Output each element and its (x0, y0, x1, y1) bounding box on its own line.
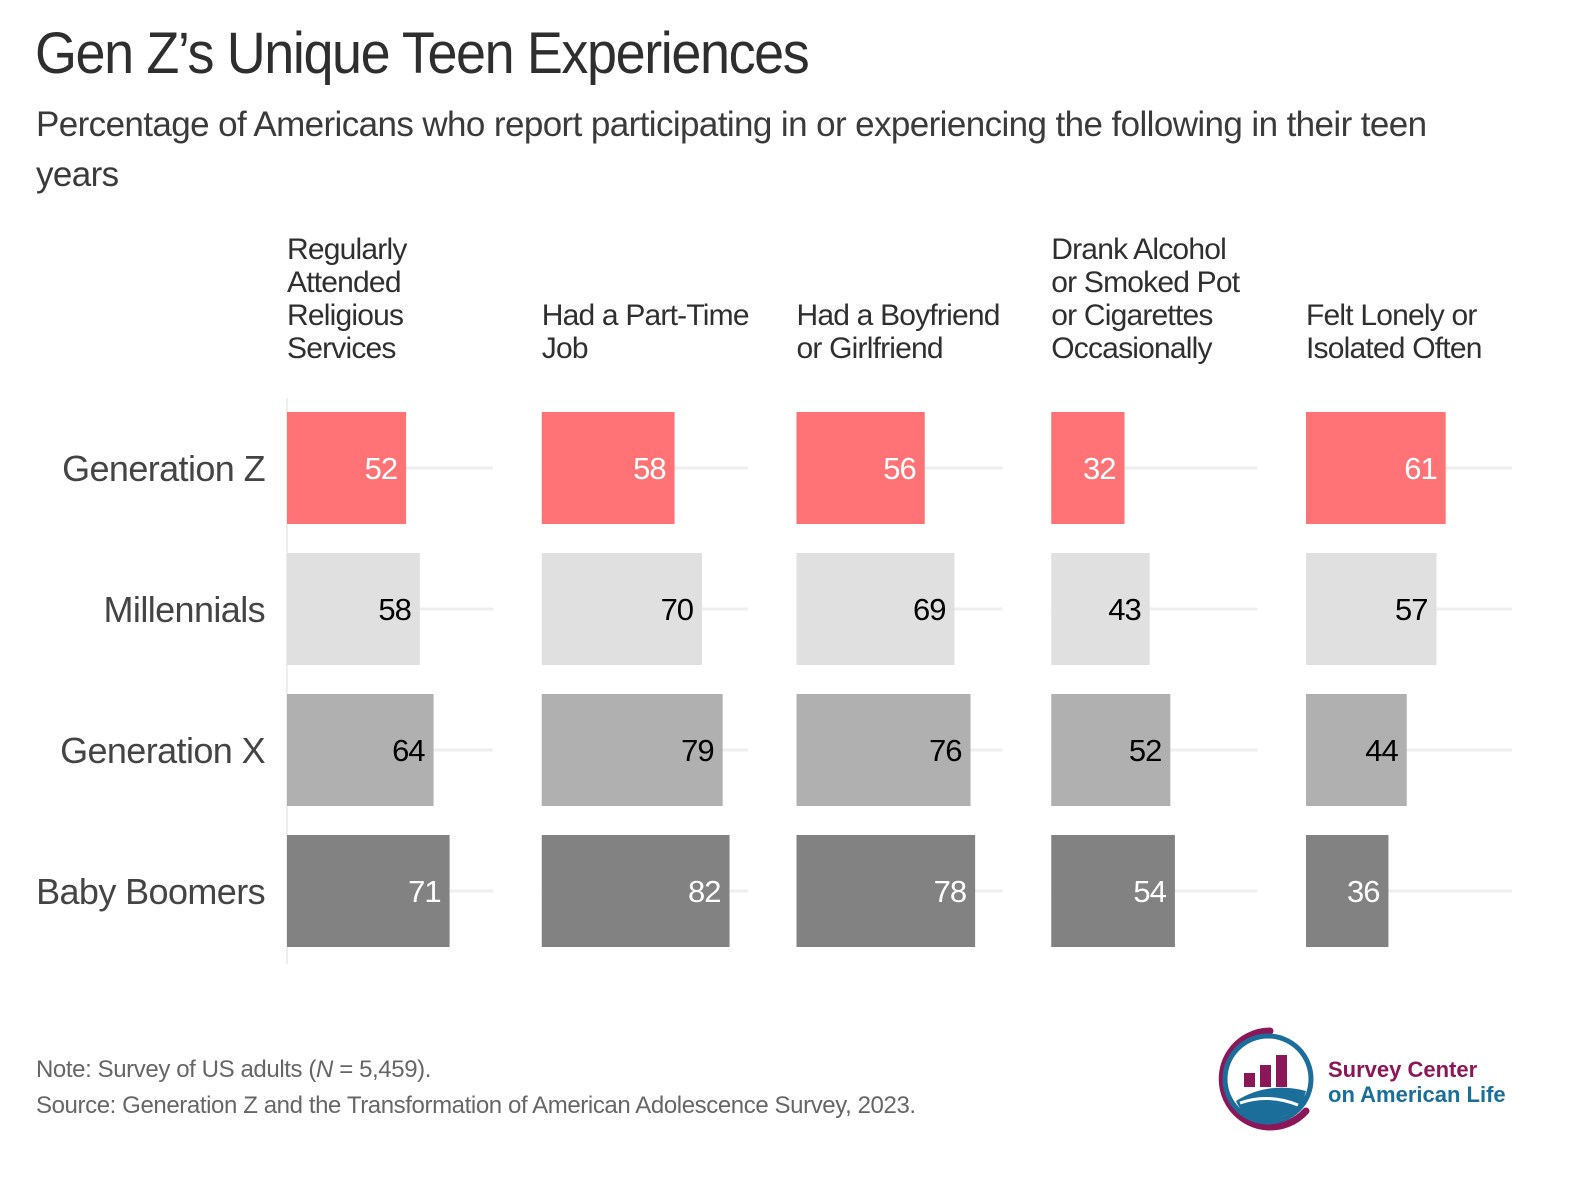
data-label: 52 (365, 451, 397, 486)
survey-center-logo: Survey Center on American Life (1210, 1025, 1540, 1135)
faceted-bar-chart: Generation Z Millennials Generation X Baby … (36, 233, 1513, 964)
bar-millennials (541, 553, 703, 665)
data-label: 36 (1347, 874, 1379, 909)
bar-millennials (1306, 553, 1437, 665)
bar-generation-z (1051, 412, 1125, 524)
data-label: 70 (661, 592, 694, 627)
bar-generation-z (1306, 412, 1446, 524)
data-label: 64 (392, 733, 425, 768)
facet-label-4: Drank Alcohol (1051, 233, 1226, 266)
data-label: 58 (378, 592, 410, 627)
facet-label-1: Regularly (287, 233, 407, 266)
facet-label-2: Job (542, 332, 588, 365)
bar-generation-z (287, 412, 407, 524)
facet-label-3: Had a Boyfriend (797, 299, 1000, 332)
data-label: 44 (1365, 733, 1398, 768)
source-text: Source: Generation Z and the Transformat… (36, 1092, 916, 1119)
chart-subtitle: Percentage of Americans who report parti… (36, 105, 1427, 194)
data-label: 61 (1404, 451, 1436, 486)
facet-label-3: or Girlfriend (797, 332, 943, 365)
data-label: 43 (1108, 592, 1140, 627)
data-label: 57 (1395, 592, 1427, 627)
data-label: 54 (1133, 874, 1166, 909)
facet-label-4: or Smoked Pot (1051, 266, 1240, 299)
row-label-millennials: Millennials (104, 589, 265, 630)
bar-generation-x (796, 694, 971, 806)
facet-label-5: Isolated Often (1306, 332, 1482, 365)
data-label: 32 (1083, 451, 1115, 486)
facet-label-4: or Cigarettes (1051, 299, 1212, 332)
bar-generation-x (287, 694, 434, 806)
facet-label-5: Felt Lonely or (1306, 299, 1477, 332)
data-label: 82 (688, 874, 720, 909)
bar-millennials (796, 553, 955, 665)
footer-notes: Note: Survey of US adults (N = 5,459). S… (36, 1052, 916, 1124)
facet-label-2: Had a Part-Time (542, 299, 749, 332)
bar-baby-boomers (1306, 835, 1389, 947)
bar-generation-x (1306, 694, 1407, 806)
note-text: Note: Survey of US adults (N = 5,459). (36, 1056, 432, 1083)
row-label-baby-boomers: Baby Boomers (36, 871, 265, 912)
chart-title: Gen Z’s Unique Teen Experiences (35, 21, 810, 86)
data-label: 52 (1129, 733, 1161, 768)
bar-millennials (1051, 553, 1150, 665)
data-label: 56 (883, 451, 915, 486)
facet-label-1: Attended (287, 266, 401, 299)
bar-generation-z (796, 412, 925, 524)
data-label: 69 (913, 592, 945, 627)
facet-label-1: Services (287, 332, 396, 365)
bar-baby-boomers (541, 835, 730, 947)
logo-wordmark: Survey Center on American Life (1328, 1057, 1506, 1107)
bar-baby-boomers (1051, 835, 1175, 947)
facet-label-1: Religious (287, 299, 403, 332)
bar-baby-boomers (287, 835, 450, 947)
bar-millennials (287, 553, 420, 665)
row-label-generation-x: Generation X (60, 730, 266, 771)
data-label: 79 (681, 733, 713, 768)
row-label-generation-z: Generation Z (62, 448, 265, 489)
bar-generation-x (1051, 694, 1171, 806)
bar-generation-z (541, 412, 675, 524)
data-label: 58 (633, 451, 665, 486)
facet-label-4: Occasionally (1051, 332, 1212, 365)
data-label: 78 (934, 874, 966, 909)
data-label: 76 (929, 733, 961, 768)
data-label: 71 (408, 874, 440, 909)
bar-baby-boomers (796, 835, 976, 947)
survey-center-logo-icon (1218, 1027, 1314, 1131)
bar-generation-x (541, 694, 723, 806)
